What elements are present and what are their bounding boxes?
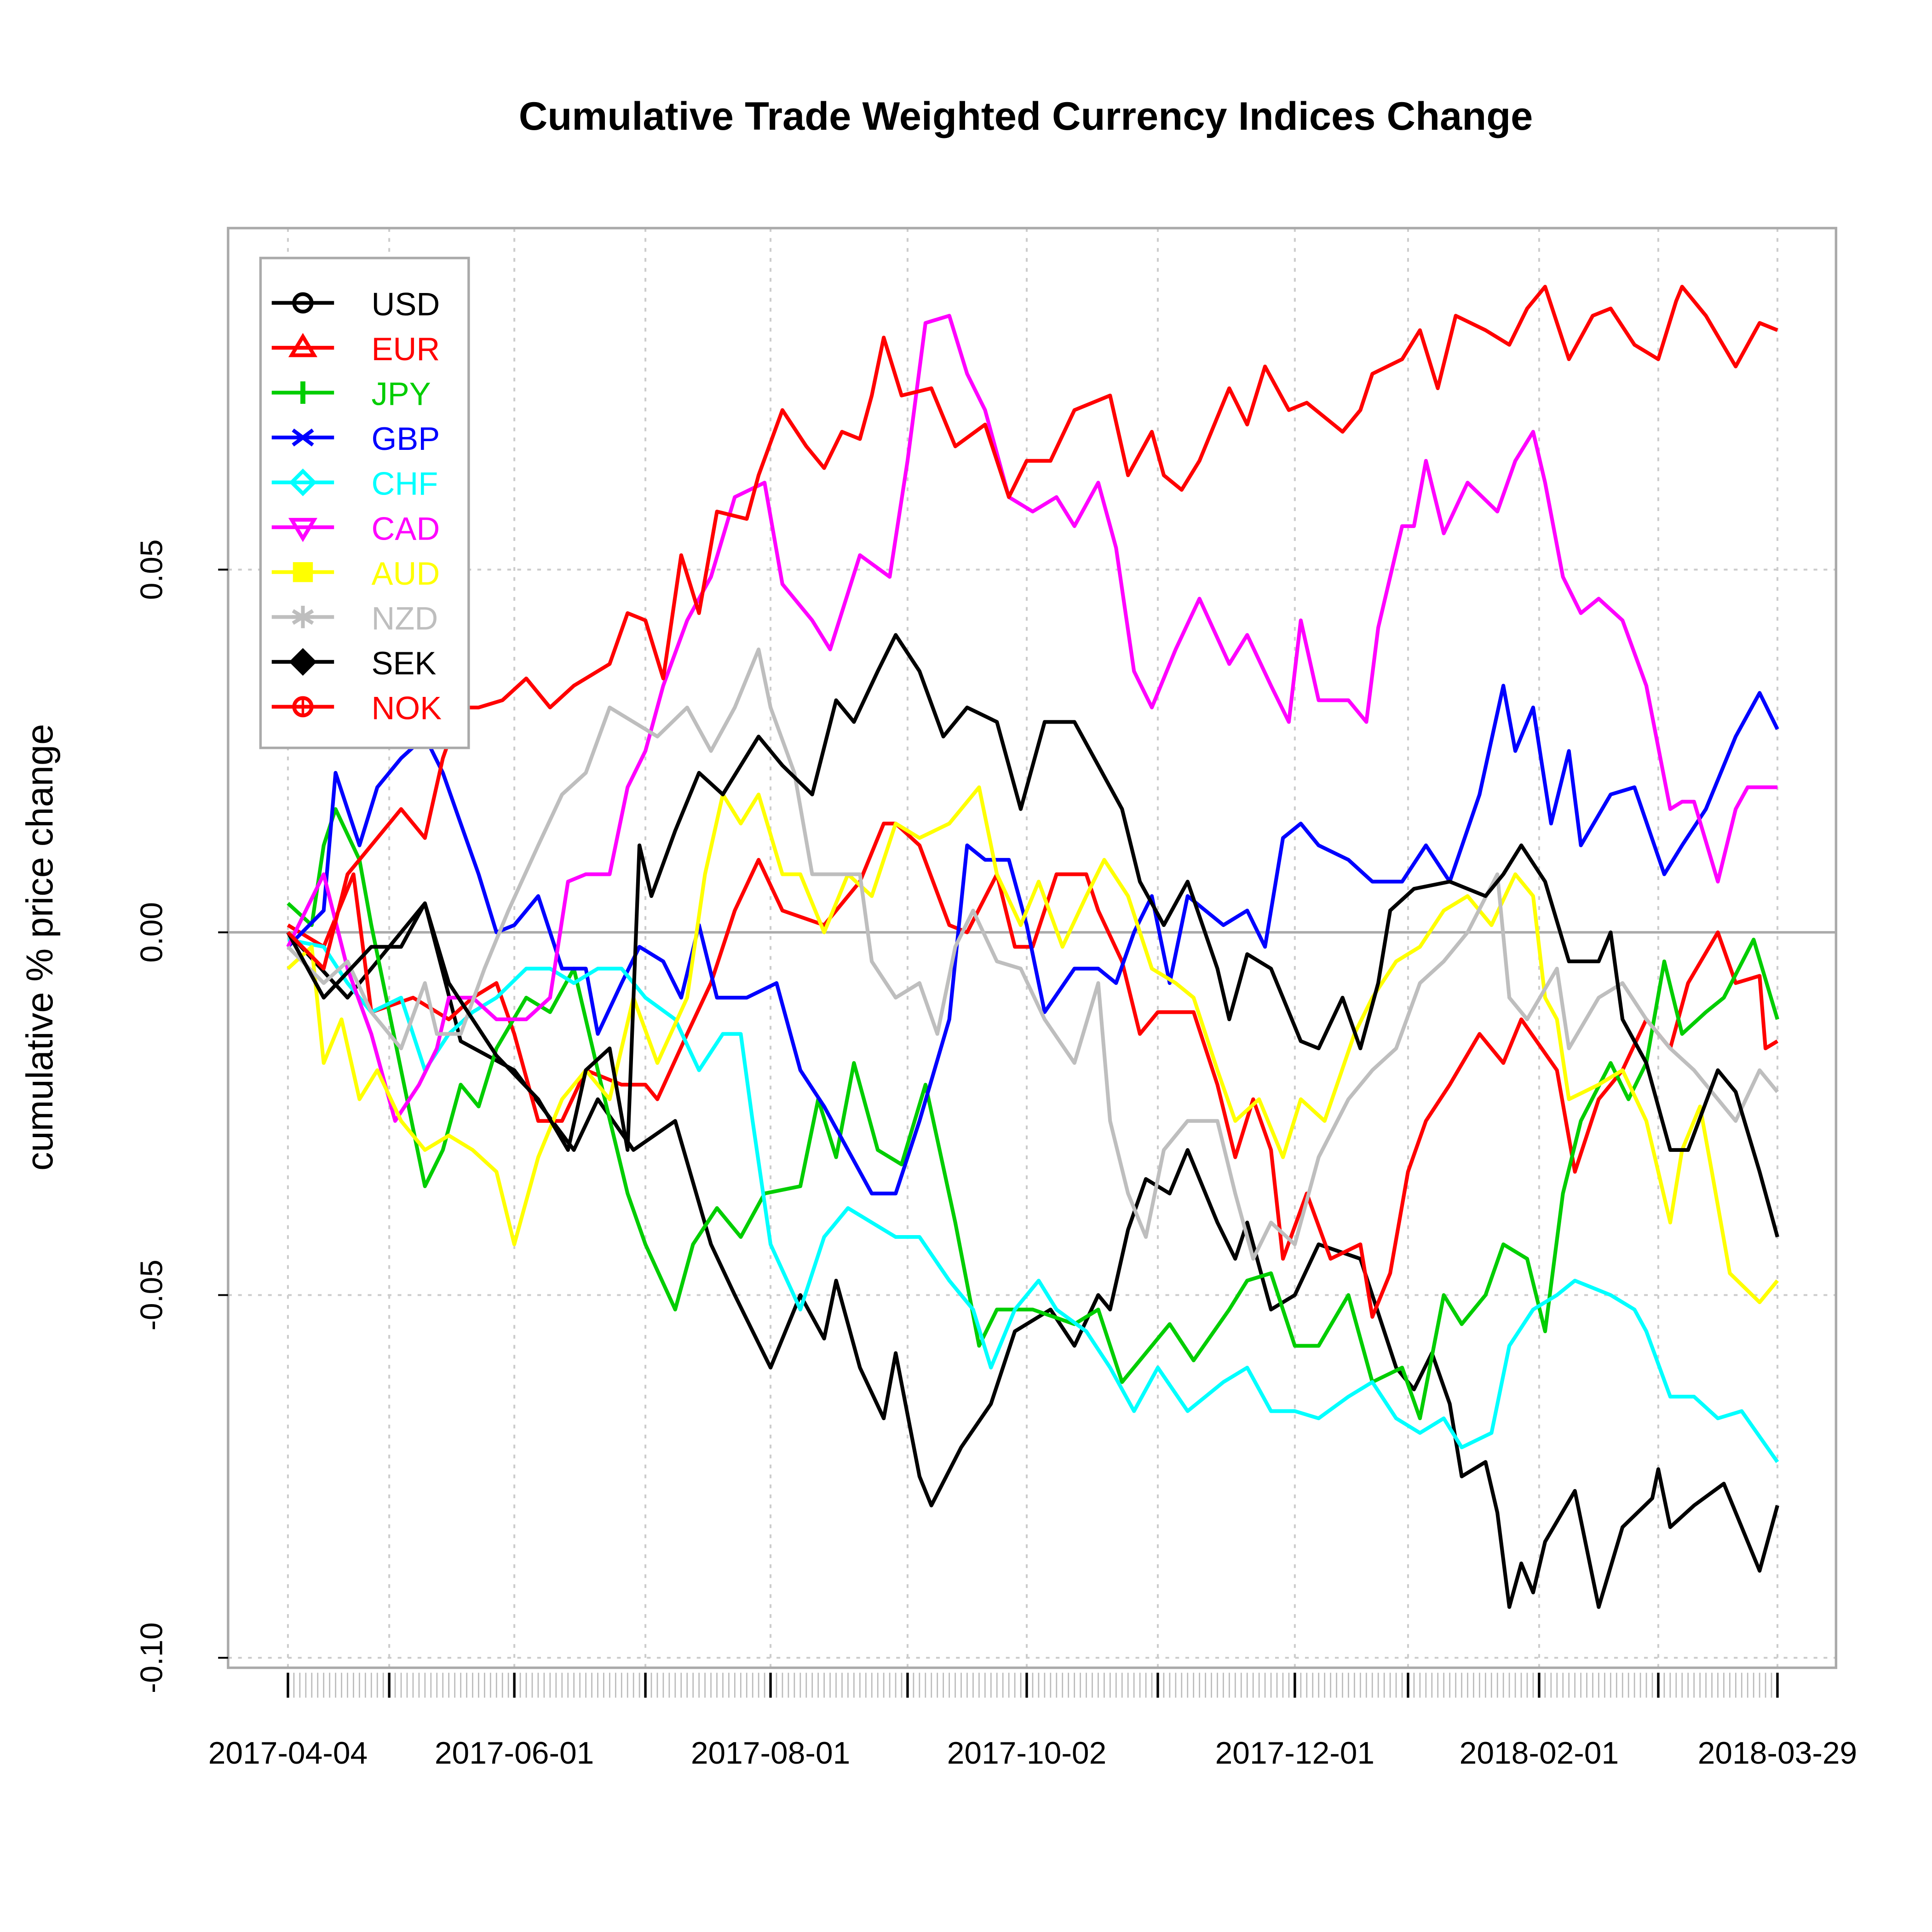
- series-line-nok: [287, 285, 1778, 971]
- legend-item-jpy: JPY: [271, 376, 431, 412]
- legend-item-sek: SEK: [271, 645, 436, 681]
- legend-label: AUD: [371, 555, 440, 592]
- x-tick-label: 2017-12-01: [1215, 1736, 1374, 1771]
- legend-label: CHF: [371, 466, 438, 502]
- x-tick-label: 2018-02-01: [1460, 1736, 1619, 1771]
- legend-item-usd: USD: [271, 286, 440, 322]
- y-tick-label: 0.05: [134, 539, 169, 600]
- triangle-down-marker-icon: [288, 518, 318, 542]
- series-lines: [286, 285, 1779, 1609]
- legend-label: EUR: [371, 331, 440, 367]
- y-tick-label: -0.05: [134, 1259, 169, 1330]
- x-tick-label: 2018-03-29: [1698, 1736, 1857, 1771]
- legend-item-nzd: NZD: [271, 600, 438, 636]
- x-tick-label: 2017-10-02: [947, 1736, 1106, 1771]
- legend-item-aud: AUD: [271, 555, 440, 592]
- legend-label: JPY: [371, 376, 431, 412]
- legend-label: USD: [371, 286, 440, 322]
- x-tick-label: 2017-06-01: [435, 1736, 594, 1771]
- series-line-sek: [286, 633, 1779, 1238]
- series-line-eur: [287, 822, 1779, 1319]
- x-axis: 2017-04-04 2017-06-01 2017-08-01 2017-10-02…: [208, 1673, 1857, 1771]
- y-axis-label: cumulative % price change: [19, 724, 61, 1171]
- cross-marker-icon: [292, 428, 314, 447]
- y-axis: 0.05 0.00 -0.05 -0.10: [134, 539, 228, 1693]
- legend-label: SEK: [371, 645, 436, 681]
- series-line-gbp: [287, 684, 1779, 1196]
- series-line-aud: [287, 785, 1779, 1305]
- triangle-marker-icon: [288, 333, 318, 357]
- series-line-usd: [286, 901, 1779, 1609]
- legend-label: GBP: [371, 420, 440, 457]
- legend-label: NOK: [371, 690, 442, 726]
- legend-item-eur: EUR: [271, 331, 440, 367]
- diamond-marker-icon: [289, 468, 317, 496]
- circle-marker-icon: [292, 292, 314, 314]
- square-marker-icon: [293, 562, 313, 582]
- series-line-nzd: [287, 647, 1779, 1261]
- x-tick-label: 2017-04-04: [208, 1736, 368, 1771]
- legend-item-gbp: GBP: [271, 420, 440, 457]
- series-line-cad: [286, 314, 1777, 1123]
- legend: USD EUR JPY GBP CHF CAD AUD NZD SEK NOK: [259, 257, 470, 749]
- legend-label: CAD: [371, 510, 440, 546]
- y-tick-label: 0.00: [134, 902, 169, 963]
- y-tick-label: -0.10: [134, 1622, 169, 1693]
- legend-item-chf: CHF: [271, 466, 438, 502]
- legend-label: NZD: [371, 600, 438, 636]
- plus-glyph: [294, 698, 312, 716]
- x-tick-label: 2017-08-01: [691, 1736, 850, 1771]
- chart-title: Cumulative Trade Weighted Currency Indic…: [519, 94, 1533, 138]
- diamond-plus-marker-icon: [289, 648, 317, 676]
- legend-item-cad: CAD: [271, 510, 440, 546]
- asterisk-marker-icon: [292, 605, 314, 628]
- plot-frame: [227, 227, 1838, 1669]
- legend-item-nok: NOK: [271, 690, 442, 726]
